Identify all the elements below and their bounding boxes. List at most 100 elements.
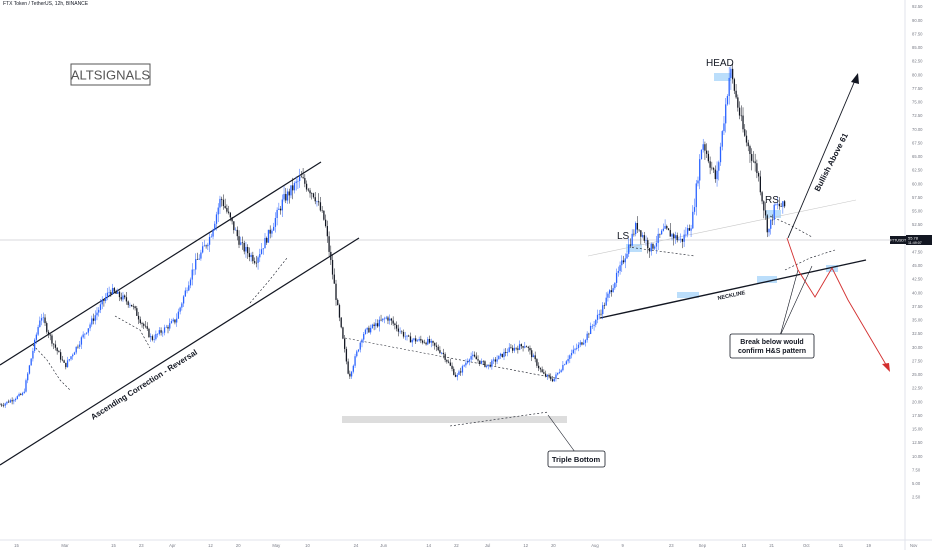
candle-body bbox=[163, 327, 166, 333]
candle-body bbox=[673, 234, 675, 239]
channel-label: Ascending Correction - Reversal bbox=[89, 348, 199, 422]
candle-body bbox=[780, 206, 782, 207]
candle-body bbox=[345, 348, 348, 362]
candle-body bbox=[188, 285, 190, 291]
candle-body bbox=[612, 288, 614, 293]
y-tick-label: 45.00 bbox=[912, 263, 923, 268]
candle-body bbox=[411, 339, 413, 343]
candle-body bbox=[683, 234, 685, 242]
candle-body bbox=[723, 123, 725, 132]
candle-body bbox=[591, 325, 593, 327]
candle-body bbox=[144, 325, 147, 327]
candle-body bbox=[383, 318, 386, 320]
channel-lower-line bbox=[0, 237, 360, 466]
candle-body bbox=[234, 229, 237, 231]
candle-body bbox=[247, 246, 249, 254]
candle-body bbox=[480, 361, 483, 364]
candle-body bbox=[333, 274, 335, 284]
candle-body bbox=[56, 347, 58, 352]
candle-body bbox=[406, 335, 408, 337]
candle-body bbox=[6, 401, 8, 404]
candle-body bbox=[153, 339, 155, 340]
candle-body bbox=[21, 392, 24, 395]
candle-body bbox=[130, 304, 133, 307]
candle-body bbox=[413, 338, 415, 340]
candle-body bbox=[432, 340, 434, 343]
candle-body bbox=[629, 244, 632, 246]
candle-body bbox=[259, 254, 261, 258]
x-tick-label: 20 bbox=[551, 543, 556, 548]
candle-body bbox=[96, 312, 98, 316]
candle-body bbox=[437, 346, 439, 351]
candle-body bbox=[676, 235, 678, 241]
candle-body bbox=[399, 331, 401, 333]
y-tick-label: 30.00 bbox=[912, 345, 923, 350]
candle-body bbox=[477, 359, 479, 361]
candle-body bbox=[16, 396, 18, 399]
candle-body bbox=[352, 365, 354, 372]
candle-body bbox=[309, 190, 311, 194]
candle-body bbox=[179, 307, 181, 312]
candle-body bbox=[553, 378, 555, 382]
candle-body bbox=[307, 189, 309, 191]
candle-body bbox=[401, 331, 403, 333]
candle-body bbox=[378, 319, 380, 327]
x-tick-label: Apr bbox=[169, 543, 176, 548]
candle-body bbox=[472, 354, 474, 357]
candle-body bbox=[397, 328, 400, 332]
candle-body bbox=[165, 326, 167, 328]
candle-body bbox=[39, 320, 41, 327]
y-tick-label: 10.00 bbox=[912, 454, 923, 459]
candle-body bbox=[73, 352, 76, 355]
candle-body bbox=[375, 323, 377, 327]
candle-body bbox=[392, 320, 394, 324]
candle-body bbox=[380, 319, 382, 321]
candle-body bbox=[205, 245, 207, 247]
candle-body bbox=[738, 107, 741, 116]
candle-body bbox=[588, 333, 590, 335]
candle-body bbox=[671, 234, 673, 237]
candle-body bbox=[260, 249, 263, 255]
y-tick-label: 57.50 bbox=[912, 195, 923, 200]
y-tick-label: 75.00 bbox=[912, 100, 923, 105]
candle-body bbox=[92, 318, 95, 321]
x-tick-label: Jun bbox=[380, 543, 387, 548]
y-tick-label: 90.00 bbox=[912, 18, 923, 23]
candle-body bbox=[214, 223, 216, 230]
candle-body bbox=[328, 236, 330, 252]
candle-body bbox=[363, 334, 365, 340]
candle-body bbox=[624, 258, 626, 263]
candle-body bbox=[371, 324, 374, 328]
candle-body bbox=[330, 251, 332, 260]
candle-body bbox=[752, 160, 755, 162]
candle-body bbox=[421, 340, 424, 343]
candle-body bbox=[382, 318, 384, 321]
candle-body bbox=[702, 144, 704, 150]
candle-body bbox=[170, 321, 173, 324]
candle-body bbox=[763, 201, 765, 211]
svg-text:FTTUSDT: FTTUSDT bbox=[890, 239, 907, 243]
candle-body bbox=[340, 317, 342, 328]
candle-body bbox=[115, 291, 117, 294]
candle-body bbox=[66, 360, 69, 368]
candle-body bbox=[666, 226, 668, 229]
candle-body bbox=[735, 90, 737, 98]
y-tick-label: 65.00 bbox=[912, 154, 923, 159]
candle-body bbox=[42, 317, 44, 319]
candle-body bbox=[30, 358, 32, 366]
candle-body bbox=[350, 371, 353, 377]
candle-body bbox=[751, 154, 753, 161]
candle-body bbox=[156, 333, 159, 335]
candle-body bbox=[25, 380, 27, 392]
candle-body bbox=[292, 185, 294, 191]
candle-body bbox=[645, 240, 647, 241]
candle-body bbox=[761, 192, 763, 202]
candle-body bbox=[402, 331, 405, 337]
candle-body bbox=[37, 326, 39, 335]
candle-body bbox=[337, 299, 339, 306]
candle-body bbox=[737, 97, 739, 108]
candle-body bbox=[20, 393, 22, 395]
candle-body bbox=[271, 230, 273, 234]
candle-body bbox=[605, 297, 607, 306]
